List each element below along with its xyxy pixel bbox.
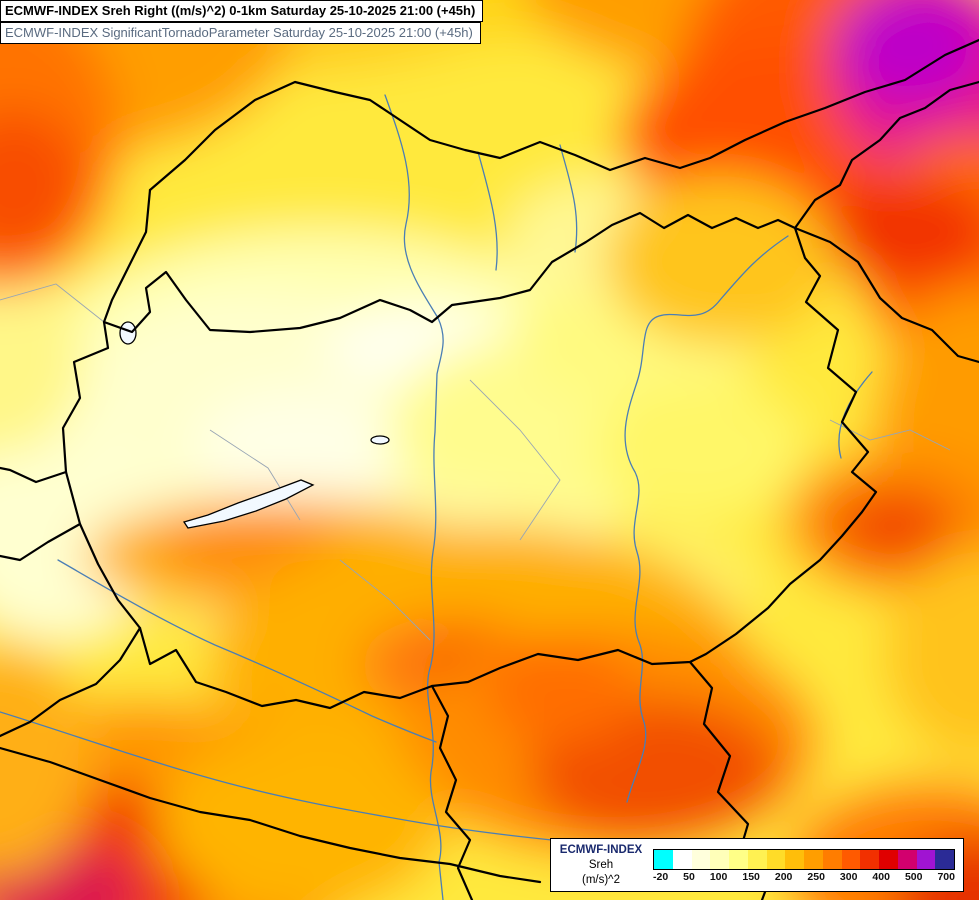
legend-color-cell [766, 849, 786, 869]
legend-color-cell [654, 849, 673, 869]
legend-color-cell [897, 849, 917, 869]
legend-tick-label: 400 [872, 870, 890, 883]
legend-tick-label: 150 [742, 870, 760, 883]
border-croatia-serbia [430, 684, 474, 900]
legend-color-cell [691, 849, 711, 869]
map-title-line2: ECMWF-INDEX SignificantTornadoParameter … [0, 22, 481, 44]
border-slovenia-croatia [0, 626, 142, 738]
map-title-line1: ECMWF-INDEX Sreh Right ((m/s)^2) 0-1km S… [0, 0, 484, 22]
admin-line [469, 379, 561, 541]
river-drava [57, 559, 437, 743]
lake-velence [370, 435, 390, 445]
legend-tick-label: 250 [807, 870, 825, 883]
border-romania-ukraine [793, 226, 979, 364]
river-danube [426, 317, 444, 900]
field-blob [833, 487, 957, 567]
lake-ferto [119, 321, 137, 345]
legend-tick-label: 500 [904, 870, 923, 883]
legend-color-cell [935, 849, 954, 869]
legend-colorbar [653, 848, 955, 870]
legend-tick-label: 300 [839, 870, 858, 883]
legend-units: (m/s)^2 [582, 874, 620, 887]
legend-color-cell [672, 849, 692, 869]
river-vah [477, 151, 498, 271]
legend-color-cell [729, 849, 748, 869]
legend-color-cell [841, 849, 861, 869]
country-borders-layer [0, 38, 979, 900]
legend-tick-label: 700 [937, 870, 955, 883]
field-blob [815, 180, 979, 284]
admin-line [209, 429, 301, 521]
field-blob [155, 730, 445, 900]
legend-bar-wrap: -20 50 100 150 200 250 300 400 500 700 [653, 848, 955, 883]
border-ukraine [793, 80, 979, 230]
field-blob [195, 390, 405, 500]
river-danube-upper [384, 94, 439, 319]
border-slovenia [0, 522, 82, 562]
admin-line [0, 283, 105, 323]
field-blob [0, 265, 85, 455]
legend-color-cell [879, 849, 898, 869]
legend-title: ECMWF-INDEX [559, 844, 643, 857]
border-north [148, 38, 979, 192]
legend-tick-label: -20 [653, 870, 669, 883]
legend-box: ECMWF-INDEX Sreh (m/s)^2 -20 50 100 150 200 2… [550, 838, 964, 892]
rivers-layer [0, 94, 873, 900]
admin-line [339, 559, 431, 641]
legend-tick-label: 50 [683, 870, 695, 883]
river-tisza [624, 235, 789, 803]
legend-color-cell [822, 849, 842, 869]
legend-color-cell [916, 849, 936, 869]
field-blob [884, 550, 979, 760]
legend-color-cell [785, 849, 804, 869]
legend-color-cell [710, 849, 729, 869]
river-hron [559, 144, 578, 253]
border-austria-slovenia [0, 466, 68, 484]
field-blob [0, 110, 85, 260]
legend-ticks: -20 50 100 150 200 250 300 400 500 700 [653, 871, 955, 883]
legend-text: ECMWF-INDEX Sreh (m/s)^2 [557, 843, 645, 888]
legend-parameter: Sreh [588, 859, 614, 872]
legend-tick-label: 100 [709, 870, 728, 883]
border-hungary [61, 211, 878, 710]
lakes-layer [119, 321, 390, 529]
legend-tick-label: 200 [774, 870, 793, 883]
field-blob [835, 0, 979, 105]
legend-color-cell [804, 849, 823, 869]
lake-balaton [182, 479, 315, 529]
legend-color-cell [747, 849, 767, 869]
field-blob [485, 640, 635, 744]
field-blob [595, 380, 805, 520]
river-sava [0, 711, 563, 842]
field-blob [605, 175, 835, 345]
legend-color-cell [860, 849, 879, 869]
border-austria [102, 188, 152, 324]
